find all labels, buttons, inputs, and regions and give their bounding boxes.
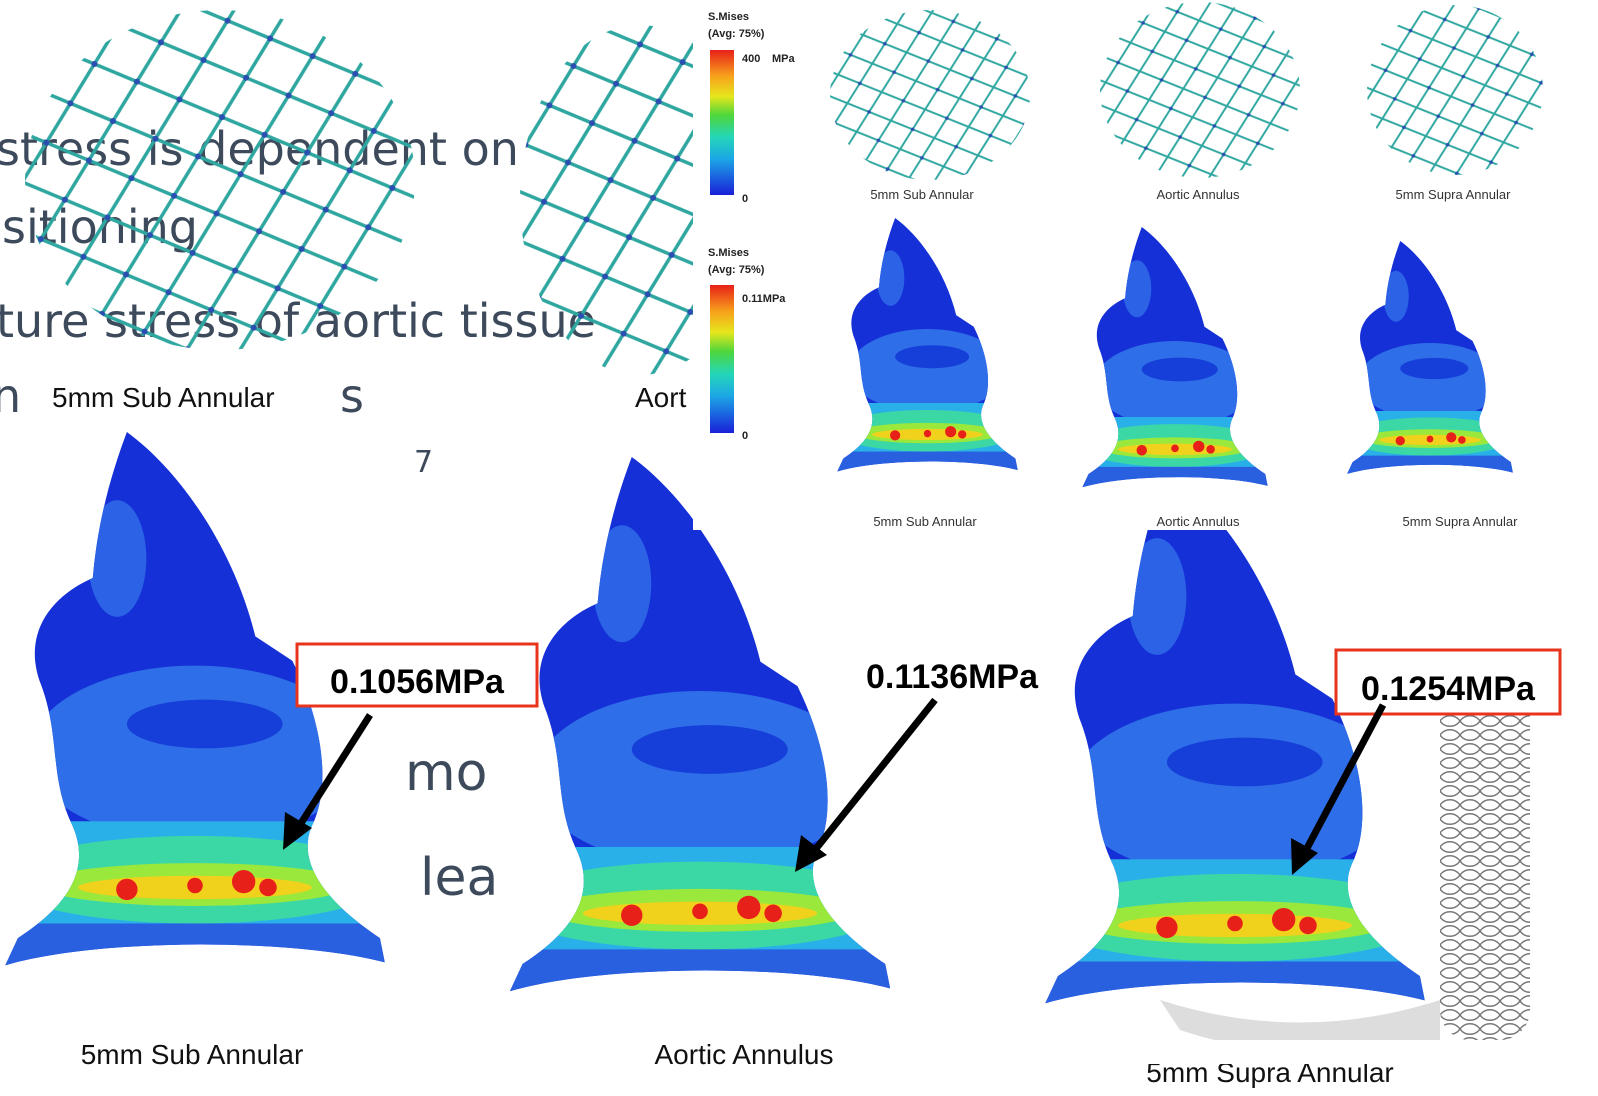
inset-label: Aortic Annulus <box>1156 187 1240 202</box>
legend-title: S.Mises <box>708 11 749 23</box>
inset-label: Aortic Annulus <box>1156 514 1240 529</box>
stent-image <box>25 10 415 350</box>
legend-subtitle: (Avg: 75%) <box>708 264 765 276</box>
legend-subtitle: (Avg: 75%) <box>708 28 765 40</box>
aorta-image <box>1040 470 1429 1020</box>
bullet-text: mo <box>405 743 487 803</box>
stent-image <box>1367 5 1543 175</box>
legend-unit: MPa <box>772 53 796 65</box>
inset-label: 5mm Supra Annular <box>1403 514 1519 529</box>
page: {"background_text": {"line1": "stress is… <box>0 0 1598 1096</box>
color-bar <box>710 285 734 433</box>
bullet-text: s <box>340 369 364 423</box>
caption-fragment: Aort <box>635 382 687 413</box>
legend-title: S.Mises <box>708 247 749 259</box>
callout-value: 0.1056MPa <box>330 663 505 701</box>
aorta-image <box>505 457 895 1008</box>
legend-max: 0.11MPa <box>742 293 786 305</box>
legend-min: 0 <box>742 193 748 205</box>
inset-label: 5mm Sub Annular <box>873 514 977 529</box>
stent-image <box>830 10 1030 180</box>
bottom-label: 5mm Sub Annular <box>81 1039 304 1070</box>
color-bar <box>710 50 734 195</box>
bullet-text: lea <box>420 848 498 908</box>
page-number: 7 <box>414 445 433 480</box>
inset-label: 5mm Supra Annular <box>1396 187 1512 202</box>
bottom-label: Aortic Annulus <box>655 1039 834 1070</box>
bullet-text: n <box>0 369 21 423</box>
legend-max: 400 <box>742 53 760 65</box>
legend-min: 0 <box>742 430 748 442</box>
image-edge <box>1030 1040 1450 1064</box>
callout-value: 0.1136MPa <box>866 658 1039 696</box>
inset-label: 5mm Sub Annular <box>870 187 974 202</box>
callout-value: 0.1254MPa <box>1361 670 1536 708</box>
slide: stress is dependent on sitioning ture st… <box>0 0 1598 1096</box>
caption: 5mm Sub Annular <box>52 382 275 413</box>
stent-image <box>1440 660 1530 1040</box>
stent-image <box>1100 2 1300 178</box>
